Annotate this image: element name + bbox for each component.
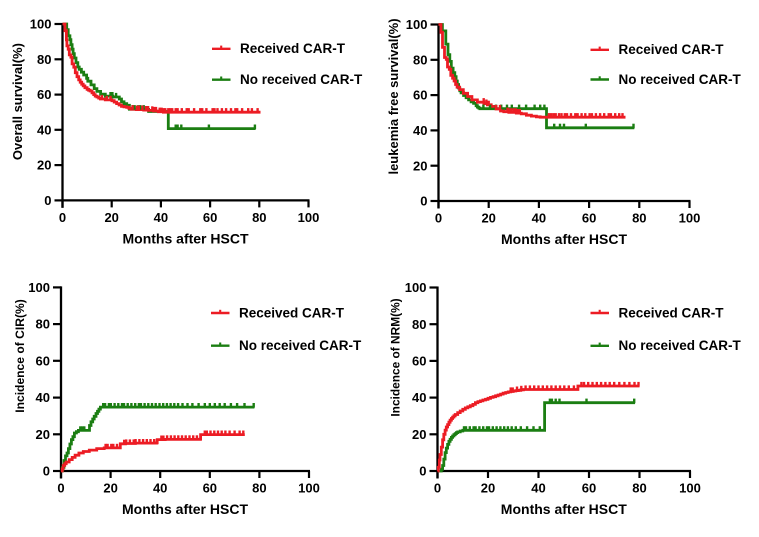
svg-text:20: 20 (481, 211, 495, 226)
svg-text:leukemia free survival(%): leukemia free survival(%) (386, 18, 401, 174)
svg-text:0: 0 (434, 481, 441, 496)
svg-text:60: 60 (413, 88, 427, 103)
svg-text:40: 40 (532, 211, 546, 226)
svg-text:0: 0 (435, 211, 442, 226)
svg-text:60: 60 (36, 353, 50, 368)
svg-text:Received CAR-T: Received CAR-T (619, 42, 725, 57)
svg-text:60: 60 (203, 210, 217, 225)
svg-text:80: 80 (252, 481, 266, 496)
svg-text:80: 80 (412, 317, 426, 332)
svg-text:100: 100 (30, 17, 52, 32)
svg-text:20: 20 (103, 481, 117, 496)
svg-text:80: 80 (36, 317, 50, 332)
svg-text:100: 100 (406, 17, 428, 32)
svg-text:20: 20 (412, 427, 426, 442)
svg-text:60: 60 (582, 481, 596, 496)
svg-text:80: 80 (252, 210, 266, 225)
svg-text:Months after HSCT: Months after HSCT (123, 230, 249, 246)
svg-text:100: 100 (679, 211, 701, 226)
svg-text:Months after HSCT: Months after HSCT (501, 231, 627, 247)
svg-text:0: 0 (44, 193, 51, 208)
svg-text:40: 40 (413, 123, 427, 138)
svg-text:No received CAR-T: No received CAR-T (619, 72, 742, 87)
svg-text:80: 80 (632, 211, 646, 226)
svg-text:40: 40 (531, 481, 545, 496)
svg-text:80: 80 (413, 52, 427, 67)
svg-text:100: 100 (679, 481, 701, 496)
svg-text:60: 60 (412, 354, 426, 369)
svg-text:100: 100 (405, 280, 427, 295)
svg-text:80: 80 (37, 52, 51, 67)
svg-text:No received CAR-T: No received CAR-T (240, 72, 363, 87)
svg-text:100: 100 (298, 481, 320, 496)
svg-text:Incidence of NRM(%): Incidence of NRM(%) (389, 298, 403, 416)
svg-text:0: 0 (43, 464, 50, 479)
svg-text:Received CAR-T: Received CAR-T (239, 305, 345, 320)
svg-text:80: 80 (632, 481, 646, 496)
svg-text:60: 60 (203, 481, 217, 496)
svg-text:40: 40 (154, 210, 168, 225)
svg-text:20: 20 (37, 158, 51, 173)
svg-text:20: 20 (413, 158, 427, 173)
svg-text:Months after HSCT: Months after HSCT (501, 501, 627, 517)
svg-text:20: 20 (36, 427, 50, 442)
svg-text:60: 60 (582, 211, 596, 226)
svg-text:100: 100 (28, 280, 50, 295)
svg-text:100: 100 (298, 210, 320, 225)
svg-text:40: 40 (37, 122, 51, 137)
svg-text:20: 20 (104, 210, 118, 225)
svg-text:40: 40 (412, 390, 426, 405)
svg-text:0: 0 (420, 194, 427, 209)
svg-text:Incidence of CIR(%): Incidence of CIR(%) (13, 299, 27, 413)
svg-text:0: 0 (57, 481, 64, 496)
svg-text:Months after HSCT: Months after HSCT (122, 501, 248, 517)
svg-text:40: 40 (153, 481, 167, 496)
svg-text:20: 20 (481, 481, 495, 496)
svg-text:60: 60 (37, 87, 51, 102)
svg-text:Received CAR-T: Received CAR-T (619, 305, 725, 320)
svg-text:0: 0 (59, 210, 66, 225)
svg-text:0: 0 (419, 464, 426, 479)
svg-text:Overall survival(%): Overall survival(%) (10, 43, 25, 160)
svg-text:No received CAR-T: No received CAR-T (619, 338, 742, 353)
svg-text:40: 40 (36, 390, 50, 405)
svg-text:Received CAR-T: Received CAR-T (240, 41, 346, 56)
svg-text:No received CAR-T: No received CAR-T (239, 338, 362, 353)
